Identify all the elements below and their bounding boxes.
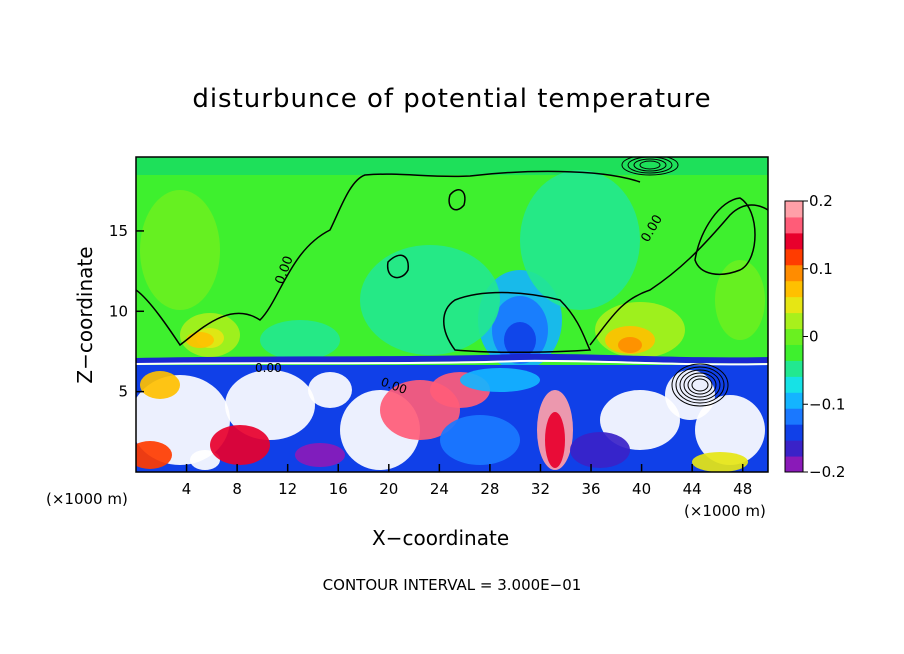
turbulence-patch (140, 371, 180, 399)
colorbar-tick-label: 0.1 (809, 260, 833, 278)
turbulence-patch (308, 372, 352, 408)
field-patch (186, 332, 214, 348)
inversion-line (136, 353, 768, 364)
dark-contour-cluster (621, 157, 729, 407)
colorbar-swatch (785, 296, 803, 314)
x-tick-label: 20 (379, 480, 398, 498)
colorbar-tick-label: 0.2 (809, 192, 833, 210)
colorbar-swatch (785, 216, 803, 234)
contour-ring (687, 375, 713, 395)
x-tick-label: 24 (430, 480, 449, 498)
contour-ring (671, 363, 729, 407)
x-tick-label: 32 (531, 480, 550, 498)
turbulence-patch (545, 412, 565, 468)
y-tick-label: 5 (118, 383, 128, 401)
top-band (136, 157, 768, 175)
contour-line (387, 254, 409, 279)
colorbar-swatch (785, 440, 803, 457)
colorbar-swatch (785, 312, 803, 330)
colorbar: 0.2 0.1 0 −0.1 −0.2 (784, 192, 845, 481)
colorbar-tick-label: 0 (809, 328, 819, 346)
field-patch (260, 320, 340, 360)
x-tick-label: 8 (232, 480, 242, 498)
x-axis: 4 8 12 16 20 24 28 32 36 40 44 48 (182, 464, 752, 498)
colorbar-tick-label: −0.1 (809, 395, 845, 413)
colorbar-swatch (785, 280, 803, 298)
contour-ring (675, 366, 725, 404)
turbulence-patch (570, 432, 630, 468)
x-unit-label-right: (×1000 m) (684, 502, 766, 520)
contour-ring (627, 157, 673, 174)
x-axis-label: X−coordinate (372, 526, 510, 550)
turbulence-patch (600, 390, 680, 450)
colorbar-swatch (785, 328, 803, 345)
x-tick-label: 12 (278, 480, 297, 498)
contour-interval-note: CONTOUR INTERVAL = 3.000E−01 (322, 576, 582, 594)
turbulence-patch (695, 395, 765, 465)
colorbar-swatch (785, 264, 803, 282)
field-patch (520, 170, 640, 310)
contour-ring (691, 378, 709, 392)
field-patch (140, 190, 220, 310)
field-patch (618, 337, 642, 353)
x-tick-label: 48 (733, 480, 752, 498)
contour-ring (639, 160, 661, 170)
x-unit-label-left: (×1000 m) (46, 490, 128, 508)
x-tick-label: 40 (632, 480, 651, 498)
colorbar-tick-label: −0.2 (809, 463, 845, 481)
contour-line (136, 170, 641, 347)
y-axis-label: Z−coordinate (73, 246, 97, 384)
y-tick-label: 15 (109, 222, 128, 240)
x-tick-label: 28 (480, 480, 499, 498)
turbulence-patch (440, 415, 520, 465)
field-patch (360, 245, 500, 355)
x-tick-label: 4 (182, 480, 192, 498)
turbulence-patch (190, 450, 220, 470)
x-tick-label: 44 (683, 480, 702, 498)
colorbar-swatch (785, 344, 803, 361)
x-tick-label: 36 (581, 480, 600, 498)
inversion-line-white (136, 359, 768, 366)
plot-frame (135, 156, 769, 473)
contour-ring (633, 158, 667, 172)
turbulence-patch (136, 441, 172, 469)
colorbar-swatch (785, 392, 803, 409)
turbulence-patch (225, 370, 315, 440)
turbulence-patch (665, 370, 715, 420)
field-patch (715, 260, 765, 340)
turbulence-patch (460, 368, 540, 392)
turbulence-patch (692, 452, 748, 472)
contour-ring (621, 157, 679, 176)
chart-title: disturbunce of potential temperature (192, 84, 712, 114)
colorbar-swatch (785, 232, 803, 250)
field-patch (504, 322, 536, 358)
x-tick-label: 16 (329, 480, 348, 498)
y-tick-label: 10 (109, 302, 128, 320)
colorbar-swatch (785, 424, 803, 441)
field-patches (140, 170, 765, 370)
y-axis: 5 10 15 (109, 222, 144, 401)
contour-label: 0.00 (255, 361, 282, 375)
plot-area: 0.00 0.00 0.00 0.00 (136, 157, 768, 472)
contour-line (694, 197, 756, 276)
colorbar-swatch (785, 248, 803, 266)
colorbar-swatch (785, 408, 803, 425)
colorbar-swatch (785, 376, 803, 393)
colorbar-swatch (785, 456, 803, 473)
colorbar-swatch (785, 360, 803, 377)
colorbar-swatch (785, 201, 803, 218)
contour-ring (679, 369, 721, 401)
lower-patches (136, 368, 765, 472)
turbulence-patch (210, 425, 270, 465)
contour-line (443, 291, 592, 354)
contour-line (448, 189, 466, 211)
turbulence-patch (295, 443, 345, 467)
contour-ring (683, 372, 717, 398)
